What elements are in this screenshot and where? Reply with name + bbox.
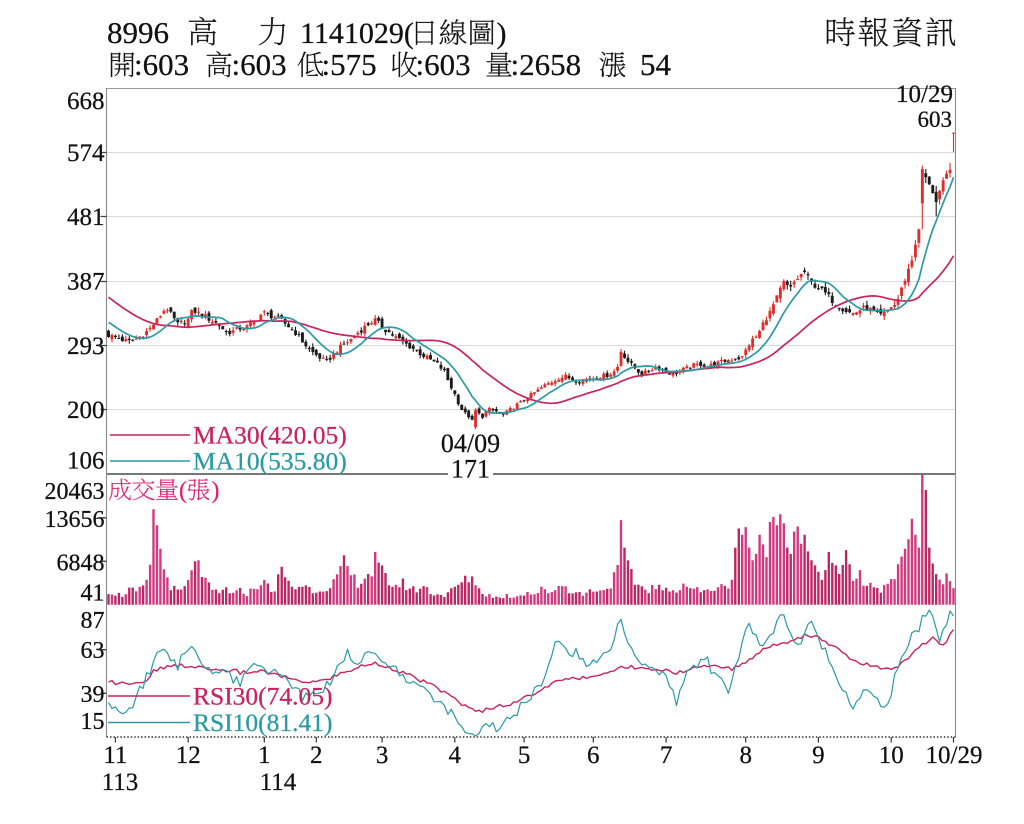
svg-text:04/09: 04/09 [441, 429, 500, 458]
svg-text:RSI10(81.41): RSI10(81.41) [193, 708, 333, 737]
svg-text::603: :603 [134, 47, 189, 82]
svg-text:668: 668 [67, 88, 105, 115]
svg-text:8: 8 [739, 742, 752, 769]
svg-text:63: 63 [81, 638, 105, 664]
svg-text::2658: :2658 [511, 47, 582, 82]
svg-text:2: 2 [310, 742, 323, 769]
svg-text:41: 41 [81, 581, 105, 607]
svg-text:114: 114 [260, 769, 297, 796]
svg-text:574: 574 [67, 140, 105, 167]
svg-text:MA30(420.05): MA30(420.05) [193, 421, 347, 450]
svg-text:): ) [212, 478, 220, 504]
svg-text:11: 11 [103, 742, 127, 769]
svg-text:15: 15 [81, 709, 105, 735]
svg-text:39: 39 [81, 682, 105, 708]
svg-text:9: 9 [812, 742, 825, 769]
svg-text:13656: 13656 [45, 507, 105, 533]
svg-text:387: 387 [67, 269, 105, 296]
svg-text:481: 481 [67, 204, 105, 231]
svg-text::603: :603 [232, 47, 287, 82]
svg-text:MA10(535.80): MA10(535.80) [193, 447, 347, 476]
svg-text:10/29: 10/29 [926, 742, 983, 769]
svg-text:200: 200 [67, 397, 105, 424]
svg-text:6: 6 [587, 742, 600, 769]
svg-text:10: 10 [879, 742, 904, 769]
svg-text:5: 5 [518, 742, 531, 769]
svg-text:1141029(: 1141029( [300, 17, 414, 50]
svg-text:7: 7 [660, 742, 673, 769]
svg-text:(: ( [179, 478, 187, 504]
svg-text:1: 1 [258, 742, 271, 769]
svg-text:106: 106 [67, 448, 105, 475]
svg-text:3: 3 [376, 742, 389, 769]
svg-text:6848: 6848 [57, 551, 105, 577]
svg-text:293: 293 [67, 333, 105, 360]
svg-text:8996: 8996 [107, 15, 169, 50]
svg-text:RSI30(74.05): RSI30(74.05) [193, 682, 333, 711]
svg-text:603: 603 [918, 107, 953, 132]
svg-text:171: 171 [451, 455, 490, 484]
svg-text:20463: 20463 [45, 479, 105, 505]
svg-text:12: 12 [176, 742, 201, 769]
svg-text:87: 87 [81, 608, 105, 634]
svg-text:): ) [497, 17, 507, 50]
svg-text::575: :575 [322, 47, 377, 82]
svg-text:113: 113 [102, 769, 139, 796]
svg-text:10/29: 10/29 [896, 81, 953, 108]
svg-text:4: 4 [449, 742, 462, 769]
svg-text:54: 54 [640, 47, 672, 82]
svg-text::603: :603 [416, 47, 471, 82]
